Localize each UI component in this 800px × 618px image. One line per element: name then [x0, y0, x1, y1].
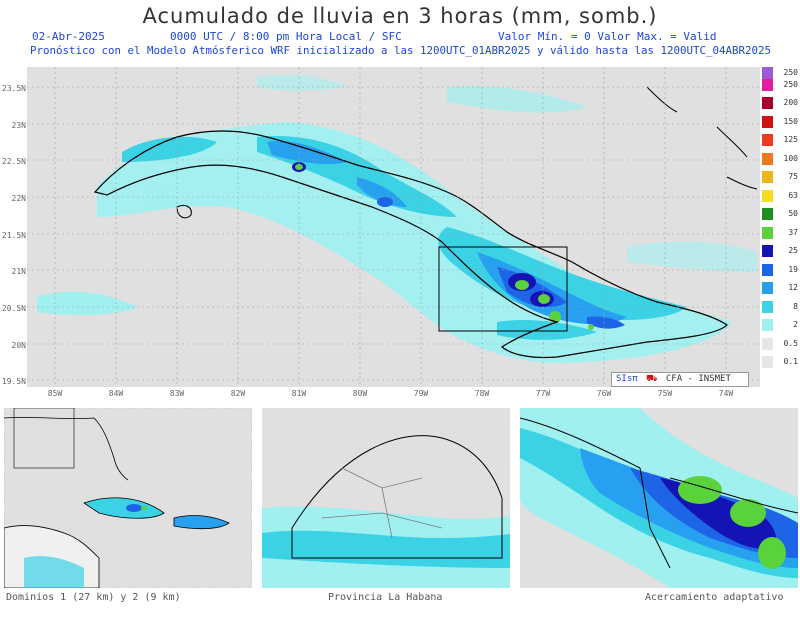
legend-item: 125 — [762, 134, 798, 146]
value-range: Valor Mín. = 0 Valor Max. = Valid — [498, 30, 717, 43]
legend-item: 200 — [762, 97, 798, 109]
legend-item: 75 — [762, 171, 798, 183]
lat-label: 23.5N — [1, 84, 26, 93]
lat-label: 21N — [11, 267, 26, 276]
lat-label: 22N — [11, 194, 26, 203]
caption-zoom: Acercamiento adaptativo — [645, 592, 784, 603]
lon-label: 83W — [169, 389, 185, 398]
lon-label: 76W — [596, 389, 612, 398]
legend-item: 250 — [762, 79, 798, 91]
legend-item: 150 — [762, 116, 798, 128]
lon-label: 77W — [535, 389, 551, 398]
zoom-box[interactable] — [438, 246, 568, 332]
coast-fragment — [646, 86, 758, 190]
lat-label: 20.5N — [1, 304, 26, 313]
legend-item: 8 — [762, 301, 798, 313]
main-rainfall-map[interactable] — [27, 67, 760, 387]
credit-badge: SIsπ ⛟ CFA - INSMET — [611, 372, 749, 387]
lat-label: 20N — [11, 341, 26, 350]
lon-label: 85W — [47, 389, 63, 398]
provincia-panel[interactable] — [262, 408, 510, 588]
legend-item: 12 — [762, 282, 798, 294]
lat-label: 23N — [11, 121, 26, 130]
legend-item: 250 — [762, 67, 798, 79]
legend-item: 50 — [762, 208, 798, 220]
legend-item: 0.5 — [762, 338, 798, 350]
legend-item: 0.1 — [762, 356, 798, 368]
lon-label: 75W — [657, 389, 673, 398]
rain-extreme — [295, 164, 594, 330]
lon-label: 82W — [230, 389, 246, 398]
forecast-date: 02-Abr-2025 — [32, 30, 105, 43]
lon-label: 74W — [718, 389, 734, 398]
rain-field-heavy — [267, 141, 627, 325]
isla-juventud — [176, 204, 192, 219]
grid — [27, 67, 760, 387]
lat-label: 22.5N — [1, 157, 26, 166]
forecast-description: Pronóstico con el Modelo Atmósferico WRF… — [30, 44, 772, 57]
lat-label: 21.5N — [1, 231, 26, 240]
legend-item: 37 — [762, 227, 798, 239]
zoom-panel[interactable] — [520, 408, 798, 588]
forecast-time: 0000 UTC / 8:00 pm Hora Local / SFC — [170, 30, 402, 43]
caption-provincia: Provincia La Habana — [328, 592, 443, 603]
legend-item: 2 — [762, 319, 798, 331]
insmet-logo-icon: ⛟ — [646, 374, 658, 384]
caption-domains: Dominios 1 (27 km) y 2 (9 km) — [6, 592, 181, 603]
legend-item: 63 — [762, 190, 798, 202]
lon-label: 78W — [474, 389, 490, 398]
legend-item: 25 — [762, 245, 798, 257]
agency-label: CFA - INSMET — [665, 374, 731, 384]
sisp-logo: SIsπ — [616, 374, 638, 384]
domain-map-panel[interactable] — [4, 408, 252, 588]
lat-label: 19.5N — [1, 377, 26, 386]
legend-item: 19 — [762, 264, 798, 276]
lon-label: 80W — [352, 389, 368, 398]
lon-label: 81W — [291, 389, 307, 398]
lon-label: 79W — [413, 389, 429, 398]
color-legend: 250 250 200 150 125 100 75 63 50 37 25 1… — [762, 67, 798, 387]
lon-label: 84W — [108, 389, 124, 398]
legend-item: 100 — [762, 153, 798, 165]
map-title: Acumulado de lluvia en 3 horas (mm, somb… — [142, 4, 658, 28]
